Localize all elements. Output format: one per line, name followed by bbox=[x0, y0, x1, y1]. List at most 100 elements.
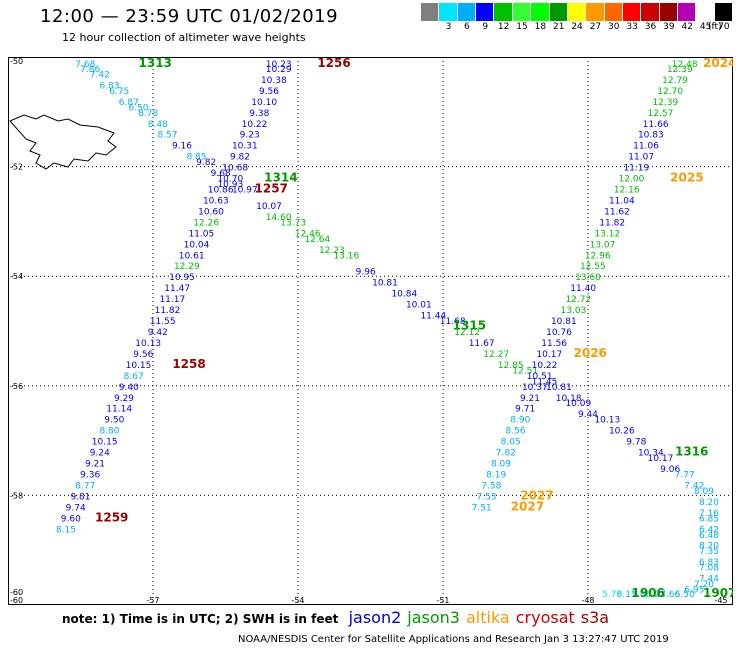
pass-time-label: 2024 bbox=[703, 57, 733, 70]
swh-value: 11.45 bbox=[532, 377, 558, 387]
x-tick-label: -57 bbox=[146, 596, 159, 605]
coastline-shape bbox=[9, 114, 117, 170]
swh-value: 10.81 bbox=[551, 317, 577, 327]
swh-value: 9.36 bbox=[80, 470, 100, 480]
pass-time-label: 1259 bbox=[95, 510, 128, 524]
swh-value: 8.78 bbox=[138, 109, 158, 119]
swh-value: 8.85 bbox=[186, 153, 206, 163]
swh-value: 12.00 bbox=[619, 175, 645, 185]
swh-value: 6.11 bbox=[617, 590, 637, 600]
swh-value: 11.62 bbox=[604, 207, 630, 217]
swh-value: 11.66 bbox=[643, 120, 669, 130]
note-text: note: 1) Time is in UTC; 2) SWH is in fe… bbox=[62, 612, 339, 626]
swh-value: 7.16 bbox=[699, 509, 719, 519]
swh-value: 6.85 bbox=[699, 514, 719, 524]
swh-value: 10.70 bbox=[217, 175, 243, 185]
chart-title: 12:00 — 23:59 UTC 01/02/2019 bbox=[40, 6, 339, 27]
swh-value: 7.42 bbox=[90, 70, 110, 80]
legend-swatch bbox=[604, 3, 623, 21]
x-tick-label: -45 bbox=[714, 596, 727, 605]
swh-value: 11.05 bbox=[188, 229, 214, 239]
legend-swatch bbox=[494, 3, 513, 21]
swh-value: 7.20 bbox=[694, 580, 714, 590]
swh-value: 10.09 bbox=[565, 399, 591, 409]
swh-value: 11.40 bbox=[570, 284, 596, 294]
swh-value: 7.58 bbox=[481, 481, 501, 491]
swh-value: 12.12 bbox=[454, 328, 480, 338]
swh-value: 8.90 bbox=[510, 416, 530, 426]
swh-value: 9.24 bbox=[90, 449, 110, 459]
swh-value: 12.79 bbox=[662, 76, 688, 86]
swh-value: 8.80 bbox=[99, 427, 119, 437]
swh-value: 12.64 bbox=[304, 235, 330, 245]
swh-value: 7.86 bbox=[80, 65, 100, 75]
swh-value: 10.18 bbox=[556, 394, 582, 404]
legend-swatch bbox=[659, 3, 679, 21]
swh-value: 11.07 bbox=[628, 153, 654, 163]
swh-value: 11.47 bbox=[164, 284, 190, 294]
swh-value: 12.85 bbox=[498, 361, 524, 371]
legend-label: 36 bbox=[644, 22, 657, 32]
swh-value: 7.77 bbox=[675, 470, 695, 480]
footer-credit: NOAA/NESDIS Center for Satellite Applica… bbox=[238, 634, 669, 645]
swh-value: 9.42 bbox=[148, 328, 168, 338]
legend-swatch bbox=[641, 3, 660, 21]
swh-value: 6.83 bbox=[699, 558, 719, 568]
legend-label: 3 bbox=[445, 22, 452, 32]
swh-value: 13.73 bbox=[280, 218, 306, 228]
legend-swatch bbox=[549, 3, 568, 21]
swh-value: 10.13 bbox=[594, 416, 620, 426]
legend-label: 21 bbox=[552, 22, 565, 32]
y-tick-label: -50 bbox=[10, 57, 23, 66]
swh-value: 7.51 bbox=[472, 503, 492, 513]
legend-label: 39 bbox=[663, 22, 675, 32]
swh-value: 8.19 bbox=[486, 470, 506, 480]
satellite-cryosat: cryosat bbox=[515, 608, 575, 627]
plot-frame bbox=[8, 57, 733, 605]
swh-value: 12.29 bbox=[174, 262, 200, 272]
swh-value: 10.51 bbox=[527, 372, 553, 382]
swh-value: 12.27 bbox=[483, 350, 509, 360]
swh-value: 10.26 bbox=[609, 427, 635, 437]
swh-value: 9.68 bbox=[211, 169, 231, 179]
legend-swatch bbox=[476, 3, 495, 21]
swh-value: 9.29 bbox=[114, 394, 134, 404]
swh-value: 11.17 bbox=[159, 295, 185, 305]
swh-value: 8.56 bbox=[505, 427, 525, 437]
legend-label: 12 bbox=[497, 22, 510, 32]
swh-value: 6.50 bbox=[675, 590, 695, 600]
legend-label: 24 bbox=[571, 22, 583, 32]
note-area: note: 1) Time is in UTC; 2) SWH is in fe… bbox=[62, 608, 609, 627]
swh-value: 10.01 bbox=[406, 301, 432, 311]
swh-value: 6.95 bbox=[684, 586, 704, 596]
swh-value: 8.09 bbox=[694, 487, 714, 497]
swh-value: 10.10 bbox=[251, 98, 277, 108]
legend-swatch bbox=[696, 3, 715, 21]
legend-label: 33 bbox=[626, 22, 638, 32]
swh-value: 12.72 bbox=[565, 295, 591, 305]
swh-value: 10.34 bbox=[638, 449, 664, 459]
y-tick-label: -54 bbox=[10, 272, 23, 281]
swh-value: 13.60 bbox=[575, 273, 601, 283]
chart-subtitle: 12 hour collection of altimeter wave hei… bbox=[62, 31, 306, 44]
swh-value: 10.29 bbox=[266, 65, 292, 75]
swh-value: 9.78 bbox=[626, 438, 646, 448]
swh-value: 8.05 bbox=[501, 438, 521, 448]
legend-label: 27 bbox=[589, 22, 602, 32]
legend-label: 15 bbox=[516, 22, 528, 32]
swh-value: 9.23 bbox=[240, 131, 260, 141]
swh-value: 9.21 bbox=[85, 460, 105, 470]
swh-value: 9.50 bbox=[104, 416, 124, 426]
swh-value: 10.84 bbox=[391, 290, 417, 300]
swh-value: 13.07 bbox=[590, 240, 616, 250]
swh-value: 9.16 bbox=[172, 142, 192, 152]
x-tick-label: -48 bbox=[581, 596, 594, 605]
pass-time-label: 1257 bbox=[255, 182, 288, 196]
swh-value: 10.81 bbox=[546, 383, 572, 393]
legend-swatch bbox=[421, 3, 440, 21]
swh-value: 9.56 bbox=[133, 350, 153, 360]
swh-value: 10.38 bbox=[261, 76, 287, 86]
swh-value: 10.04 bbox=[184, 240, 210, 250]
swh-value: 9.60 bbox=[61, 514, 81, 524]
pass-time-label: 1314 bbox=[264, 171, 297, 185]
